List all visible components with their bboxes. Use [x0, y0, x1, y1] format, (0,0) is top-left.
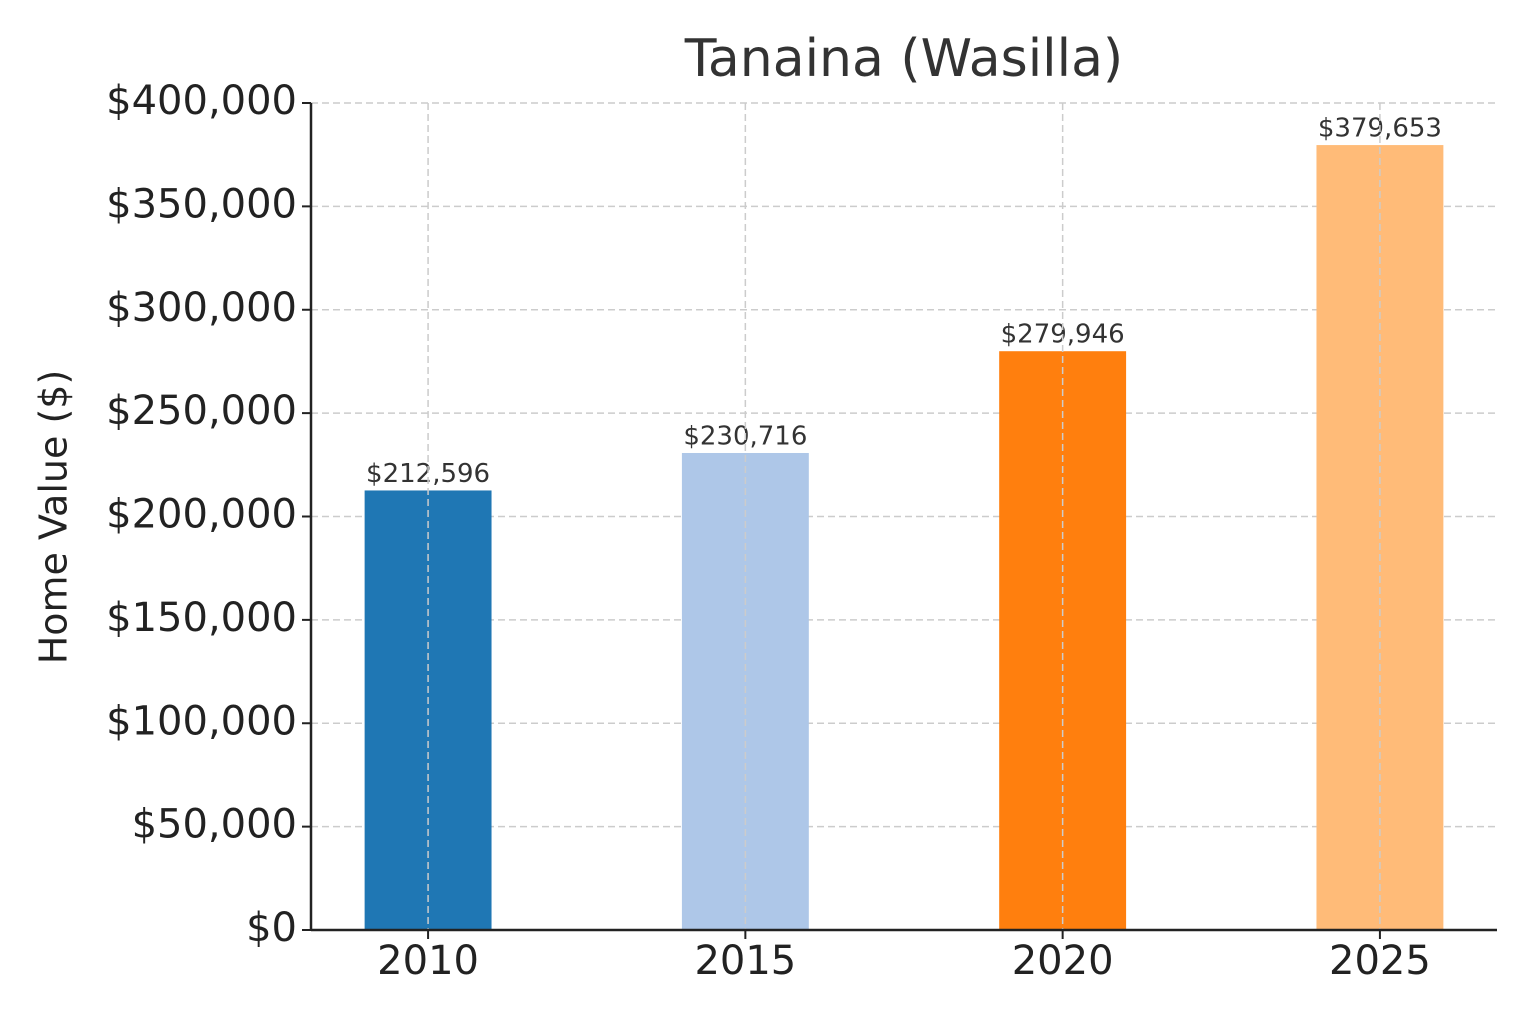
x-tick-label: 2025 — [1329, 938, 1431, 984]
y-tick-label: $350,000 — [106, 181, 297, 227]
y-axis-label: Home Value ($) — [32, 370, 76, 665]
y-tick-label: $250,000 — [106, 388, 297, 434]
y-tick-label: $100,000 — [106, 698, 297, 744]
y-tick-label: $150,000 — [106, 595, 297, 641]
y-tick-label: $50,000 — [132, 802, 297, 848]
x-tick-label: 2015 — [694, 938, 796, 984]
y-tick-label: $200,000 — [106, 492, 297, 538]
chart-title: Tanaina (Wasilla) — [684, 29, 1123, 89]
value-label: $212,596 — [366, 459, 490, 489]
y-tick-label: $400,000 — [106, 78, 297, 124]
y-tick-label: $300,000 — [106, 285, 297, 331]
x-tick-label: 2020 — [1012, 938, 1114, 984]
y-tick-label: $0 — [246, 905, 297, 951]
x-tick-label: 2010 — [377, 938, 479, 984]
